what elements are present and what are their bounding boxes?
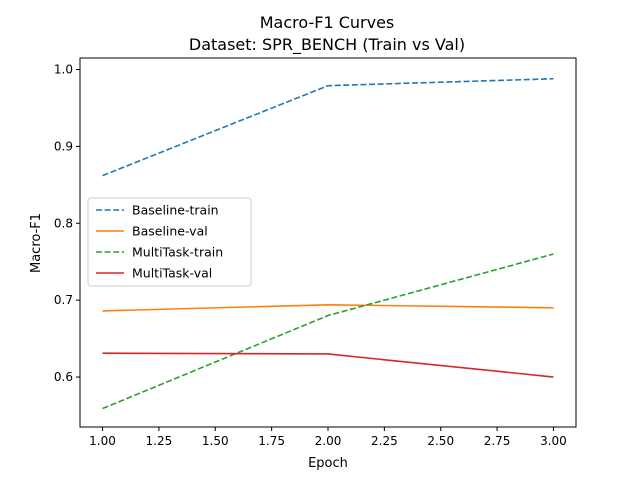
x-tick-label: 2.75: [484, 434, 511, 448]
plot-frame: [79, 57, 577, 428]
series-line-baseline-train: [102, 77, 554, 177]
x-tick-label: 1.75: [258, 434, 285, 448]
legend: Baseline-train Baseline-val MultiTask-trai…: [87, 197, 252, 287]
y-tick-label: 0.9: [54, 139, 73, 153]
x-tick-label: 2.50: [427, 434, 454, 448]
chart-title: Macro-F1 Curves: [260, 13, 395, 32]
y-tick-label: 0.7: [54, 293, 73, 307]
series-line-multitask-train: [102, 253, 554, 410]
x-tick-label: 1.00: [89, 434, 116, 448]
plot-lines: [102, 77, 554, 410]
y-tick-label: 0.8: [54, 216, 73, 230]
x-tick-label: 1.50: [202, 434, 229, 448]
y-tick-label: 0.6: [54, 370, 73, 384]
legend-label-multitask-train: MultiTask-train: [132, 245, 223, 260]
series-line-multitask-val: [102, 352, 554, 378]
chart-subtitle: Dataset: SPR_BENCH (Train vs Val): [189, 35, 465, 55]
y-axis: 0.6 0.7 0.8 0.9 1.0: [54, 63, 80, 384]
legend-label-multitask-val: MultiTask-val: [132, 266, 212, 281]
x-tick-label: 3.00: [540, 434, 567, 448]
y-tick-label: 1.0: [54, 63, 73, 77]
series-line-baseline-val: [102, 303, 554, 312]
x-tick-label: 2.25: [371, 434, 398, 448]
legend-label-baseline-train: Baseline-train: [132, 203, 219, 218]
x-axis: 1.00 1.25 1.50 1.75 2.00 2.25 2.50 2.75 3.00: [89, 427, 567, 448]
x-axis-label: Epoch: [308, 456, 348, 471]
legend-label-baseline-val: Baseline-val: [132, 224, 208, 239]
legend-box: [87, 197, 252, 287]
x-tick-label: 1.25: [146, 434, 173, 448]
y-axis-label: Macro-F1: [29, 213, 44, 273]
x-tick-label: 2.00: [315, 434, 342, 448]
